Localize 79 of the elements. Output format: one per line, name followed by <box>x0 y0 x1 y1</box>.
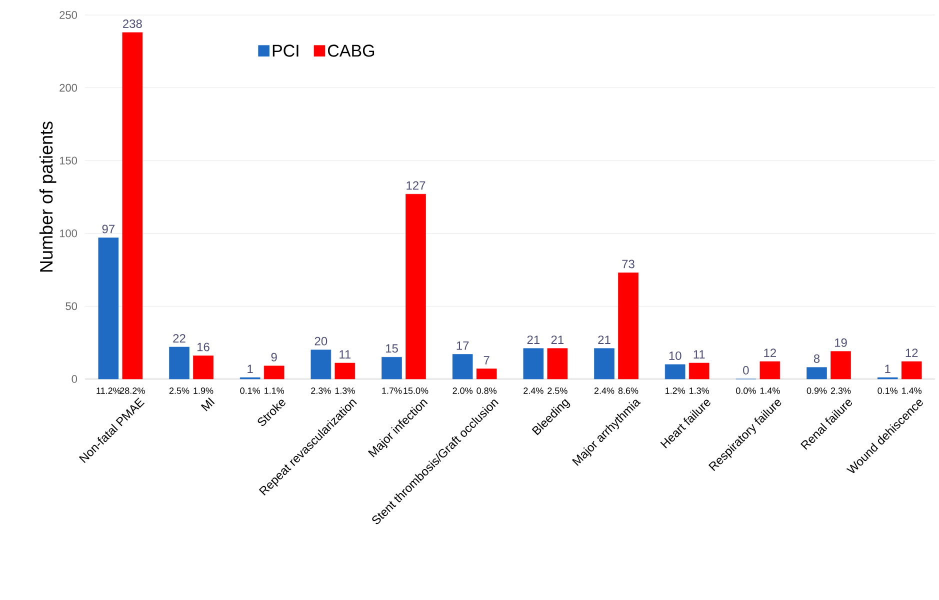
annotation: 1.7% <box>382 388 402 394</box>
bar <box>193 356 214 380</box>
data-label: 21 <box>527 336 540 344</box>
data-label: 21 <box>551 336 564 344</box>
y-tick-label: 50 <box>66 302 78 310</box>
y-axis-title: Number of patients <box>39 122 56 272</box>
annotation: 1.4% <box>760 388 780 394</box>
y-tick-label: 250 <box>60 11 78 19</box>
annotation: 11.2% <box>96 388 121 394</box>
bar <box>688 362 710 380</box>
y-tick-label: 200 <box>60 84 78 92</box>
bar <box>901 361 922 380</box>
data-label: 1 <box>885 364 890 374</box>
bar <box>594 348 614 380</box>
annotation: 2.3% <box>830 388 851 394</box>
data-label: 0 <box>743 366 749 375</box>
legend-label: PCI <box>272 44 298 57</box>
data-label: 15 <box>386 344 398 353</box>
data-label: 19 <box>834 338 847 347</box>
y-tick-label: 0 <box>72 375 78 383</box>
data-label: 8 <box>814 354 820 363</box>
data-label: 16 <box>197 342 210 352</box>
data-label: 20 <box>314 336 328 346</box>
data-label: 97 <box>102 224 114 234</box>
annotation: 2.5% <box>169 388 190 394</box>
y-tick-label: 100 <box>60 230 78 238</box>
y-tick-label: 150 <box>60 156 78 164</box>
annotation: 1.1% <box>264 388 284 394</box>
annotation: 2.4% <box>594 388 614 394</box>
bar <box>98 238 119 380</box>
bar <box>452 354 473 380</box>
bar <box>169 346 190 380</box>
bar <box>122 32 143 380</box>
bar <box>664 364 686 380</box>
data-label: 12 <box>906 348 918 358</box>
annotation: 1.4% <box>902 388 922 394</box>
bar <box>523 348 544 380</box>
data-label: 21 <box>598 336 610 344</box>
data-label: 22 <box>173 334 186 342</box>
bar <box>830 351 851 380</box>
bar <box>334 362 356 380</box>
data-label: 11 <box>694 350 705 358</box>
annotation: 28.2% <box>120 388 145 394</box>
annotation: 1.9% <box>194 388 214 394</box>
data-label: 10 <box>669 351 682 360</box>
annotation: 0.0% <box>736 388 756 394</box>
data-label: 7 <box>484 356 490 364</box>
annotation: 0.8% <box>476 388 497 394</box>
data-label: 9 <box>271 352 277 362</box>
data-label: 238 <box>123 19 142 28</box>
bar <box>547 348 568 380</box>
bar <box>406 194 426 380</box>
bar <box>806 367 827 380</box>
legend-label: CABG <box>328 44 374 57</box>
bar <box>618 272 638 380</box>
annotation: 2.0% <box>452 388 473 394</box>
data-label: 1 <box>248 364 253 374</box>
bar <box>476 368 497 380</box>
annotation: 0.1% <box>878 388 898 394</box>
data-label: 127 <box>406 181 426 190</box>
annotation: 2.4% <box>524 388 544 394</box>
data-label: 12 <box>764 348 776 358</box>
data-label: 11 <box>340 350 351 358</box>
annotation: 1.3% <box>690 388 710 394</box>
annotation: 2.5% <box>548 388 568 394</box>
annotation: 15.0% <box>404 388 428 394</box>
annotation: 0.1% <box>240 388 260 394</box>
x-tick-label: MI <box>200 398 215 412</box>
annotation: 2.3% <box>311 388 331 394</box>
annotation: 8.6% <box>618 388 638 394</box>
bar <box>760 361 780 380</box>
bar <box>310 350 332 380</box>
annotation: 0.9% <box>806 388 827 394</box>
bar <box>382 357 402 380</box>
annotation: 1.2% <box>666 388 686 394</box>
bar <box>264 366 284 380</box>
data-label: 73 <box>622 260 634 268</box>
annotation: 1.3% <box>335 388 355 394</box>
data-label: 17 <box>456 342 469 350</box>
